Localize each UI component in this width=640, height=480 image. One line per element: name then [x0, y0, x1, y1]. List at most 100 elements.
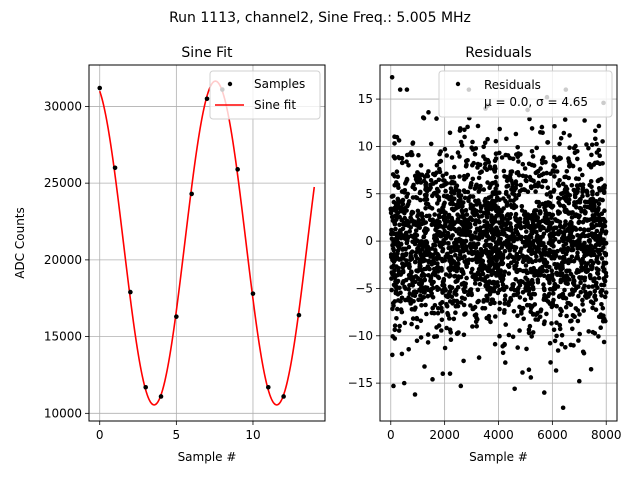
residual-point: [415, 268, 421, 274]
residual-point: [395, 306, 400, 312]
residual-point: [392, 141, 397, 146]
residual-point: [530, 330, 536, 335]
residual-point: [597, 153, 602, 158]
residual-point: [586, 284, 591, 290]
residual-point: [567, 193, 573, 198]
residual-point: [440, 288, 445, 293]
residual-point: [529, 251, 534, 257]
residual-point: [519, 204, 525, 209]
sine-fit-line: [98, 80, 316, 406]
residual-point: [424, 252, 430, 257]
residual-point: [558, 136, 564, 141]
residual-point: [469, 292, 475, 298]
residual-point: [568, 219, 574, 225]
residual-point: [589, 142, 595, 148]
residual-point: [550, 227, 556, 232]
residual-point: [574, 200, 579, 205]
residual-point: [552, 338, 558, 344]
legend-samples-marker: [227, 81, 233, 87]
residual-point: [388, 206, 394, 212]
residual-point: [597, 222, 602, 228]
residual-point: [484, 215, 490, 220]
residual-point: [493, 151, 499, 156]
residual-point: [435, 261, 440, 266]
residual-point: [552, 124, 557, 129]
residual-point: [395, 292, 401, 297]
x-tick-label: 10: [245, 428, 260, 442]
residual-point: [412, 259, 418, 265]
residual-point: [516, 159, 521, 164]
residual-point: [601, 261, 607, 267]
residual-point: [429, 281, 435, 287]
residual-point: [587, 238, 592, 243]
residual-point: [563, 280, 568, 285]
residual-point: [519, 306, 524, 311]
residual-point: [535, 279, 541, 285]
residual-point: [410, 316, 416, 321]
residual-point: [594, 141, 599, 147]
residual-point: [533, 272, 538, 278]
residual-point: [434, 162, 440, 168]
residual-point: [541, 231, 547, 237]
residual-point: [561, 294, 566, 300]
residual-point: [567, 210, 572, 215]
residual-point: [564, 268, 569, 274]
residual-point: [463, 208, 469, 213]
residual-point: [580, 172, 585, 178]
residual-point: [482, 140, 488, 146]
residual-point: [502, 297, 508, 303]
residual-point: [391, 239, 396, 245]
residual-point: [556, 211, 561, 216]
residual-point: [527, 323, 533, 329]
residual-point: [421, 257, 427, 262]
residual-point: [512, 386, 517, 392]
residual-point: [459, 221, 464, 226]
y-tick-label: −10: [348, 329, 373, 343]
residual-point: [490, 300, 496, 305]
residual-point: [473, 146, 479, 151]
residual-point: [480, 260, 485, 266]
residual-point: [400, 160, 405, 165]
residual-point: [421, 178, 427, 184]
residual-point: [468, 245, 474, 251]
residual-point: [489, 250, 495, 256]
residual-point: [408, 215, 413, 220]
residual-point: [596, 186, 602, 191]
residual-point: [590, 305, 595, 311]
residual-point: [494, 208, 499, 214]
sample-point: [204, 96, 210, 102]
residual-point: [520, 370, 525, 375]
residual-point: [452, 164, 457, 170]
residual-point: [573, 306, 579, 311]
residual-point: [564, 198, 570, 203]
residual-point: [593, 211, 599, 216]
residual-point: [395, 244, 401, 249]
residual-point: [416, 217, 422, 223]
residual-point: [461, 280, 467, 286]
residual-point: [570, 244, 575, 250]
residual-point: [569, 254, 575, 260]
residual-point: [475, 161, 481, 167]
residual-point: [409, 307, 415, 312]
residual-point: [482, 223, 487, 229]
sample-point: [158, 394, 164, 399]
residual-point: [498, 270, 503, 276]
residual-point: [391, 282, 397, 288]
residual-point: [417, 264, 423, 269]
residual-point: [509, 260, 514, 266]
residual-point: [527, 303, 532, 308]
residual-point: [541, 273, 547, 279]
residual-point: [391, 303, 396, 309]
residual-point: [452, 240, 457, 246]
residual-point: [447, 272, 453, 278]
residual-point: [601, 339, 607, 345]
residual-point: [431, 266, 437, 272]
residual-point: [440, 173, 446, 179]
residual-point: [401, 380, 407, 386]
residual-point: [392, 275, 397, 281]
residual-point: [414, 195, 420, 201]
residual-point: [521, 257, 526, 262]
residual-point: [409, 321, 414, 327]
residual-point: [463, 164, 469, 169]
residual-point: [537, 258, 542, 263]
